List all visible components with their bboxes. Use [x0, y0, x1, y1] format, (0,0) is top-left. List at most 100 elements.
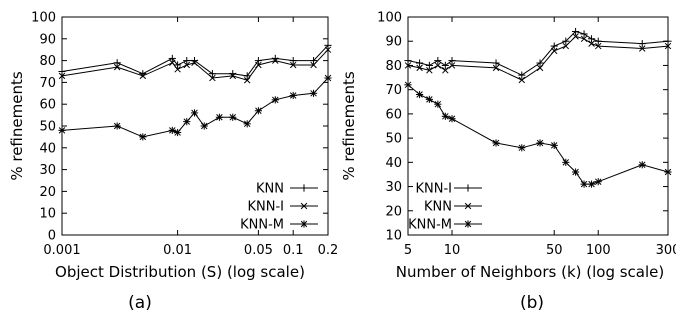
- data-point: [243, 120, 251, 128]
- data-point: [492, 64, 500, 72]
- data-point: [289, 61, 297, 69]
- y-tick-label: 60: [39, 98, 56, 113]
- data-point: [536, 139, 544, 147]
- y-tick-label: 20: [385, 204, 402, 219]
- data-point: [404, 81, 412, 89]
- plot-frame: [407, 16, 669, 236]
- data-point: [243, 72, 251, 80]
- data-point: [442, 67, 449, 74]
- data-point: [448, 115, 456, 123]
- data-point: [191, 59, 198, 67]
- data-point: [209, 74, 216, 82]
- data-point: [594, 37, 602, 45]
- legend-item: KNN-I: [416, 182, 482, 197]
- data-point: [58, 126, 66, 134]
- data-point: [113, 122, 121, 130]
- x-tick-label: 0.2: [318, 243, 339, 258]
- data-point: [415, 59, 424, 67]
- data-point: [550, 47, 558, 55]
- data-point: [254, 107, 263, 115]
- data-point: [434, 57, 442, 65]
- data-point: [139, 133, 147, 141]
- data-point: [518, 71, 526, 79]
- data-point: [562, 42, 570, 50]
- y-tick-label: 100: [377, 11, 402, 26]
- data-point: [229, 113, 237, 121]
- legend-label: KNN-I: [416, 182, 453, 197]
- legend-marker: [464, 220, 472, 228]
- data-point: [113, 59, 121, 67]
- data-point: [587, 180, 596, 188]
- x-tick-label: 10: [444, 243, 461, 258]
- panel-b: 10203040506070809010051050100300Number o…: [340, 11, 676, 314]
- legend-label: KNN-M: [240, 218, 284, 233]
- data-point: [572, 33, 579, 40]
- legend-item: KNN-I: [248, 200, 318, 215]
- data-point: [113, 63, 121, 71]
- data-point: [595, 42, 602, 50]
- series-knn-m: [58, 74, 332, 141]
- data-point: [208, 70, 216, 78]
- data-point: [200, 122, 208, 130]
- panel-caption: (a): [128, 293, 152, 313]
- data-point: [425, 61, 433, 70]
- data-point: [58, 72, 66, 80]
- data-point: [571, 168, 580, 176]
- series-knn-i: [58, 46, 332, 84]
- series-knn-m: [404, 81, 672, 188]
- data-point: [416, 64, 423, 72]
- data-point: [434, 62, 442, 69]
- legend-marker: [300, 220, 308, 228]
- data-point: [536, 64, 544, 72]
- y-tick-label: 0: [48, 229, 56, 244]
- data-point: [594, 178, 602, 186]
- y-tick-label: 80: [385, 59, 402, 74]
- y-axis-label: % refinements: [8, 71, 26, 180]
- data-point: [518, 76, 526, 84]
- legend: KNN KNN-I KNN-M: [240, 182, 318, 233]
- data-point: [289, 57, 297, 65]
- data-point: [448, 57, 456, 65]
- data-point: [638, 40, 646, 48]
- data-point: [492, 139, 500, 147]
- data-point: [174, 66, 181, 73]
- legend-item: KNN: [424, 200, 482, 215]
- data-point: [243, 76, 251, 84]
- legend: KNN-I KNN KNN-M: [408, 182, 482, 233]
- data-point: [272, 57, 279, 64]
- legend-item: KNN-M: [408, 218, 482, 233]
- data-point: [174, 128, 182, 137]
- data-point: [183, 57, 191, 65]
- data-point: [638, 161, 646, 169]
- legend-item: KNN-M: [240, 218, 318, 233]
- x-tick-label: 0.05: [244, 243, 273, 258]
- data-point: [169, 59, 176, 67]
- series-line: [61, 77, 329, 138]
- data-point: [324, 46, 332, 53]
- data-point: [426, 67, 433, 74]
- data-point: [425, 95, 433, 103]
- data-point: [492, 59, 500, 67]
- data-point: [324, 74, 332, 82]
- y-tick-label: 50: [385, 132, 402, 147]
- series-knn: [58, 41, 332, 80]
- data-point: [550, 42, 558, 50]
- legend-marker: [464, 202, 472, 210]
- y-tick-label: 10: [39, 207, 56, 222]
- legend-label: KNN-M: [408, 218, 452, 233]
- data-point: [310, 61, 317, 69]
- data-point: [289, 91, 297, 100]
- data-point: [271, 96, 279, 104]
- data-point: [309, 57, 318, 65]
- y-tick-label: 40: [39, 141, 56, 156]
- data-point: [324, 41, 332, 49]
- x-tick-label: 50: [546, 243, 563, 258]
- data-point: [664, 42, 672, 50]
- data-point: [664, 168, 672, 176]
- data-point: [441, 61, 449, 70]
- legend-label: KNN-I: [248, 200, 285, 215]
- legend-item: KNN: [256, 182, 318, 197]
- data-point: [404, 62, 412, 69]
- x-tick-label: 100: [586, 243, 611, 258]
- data-point: [562, 37, 570, 45]
